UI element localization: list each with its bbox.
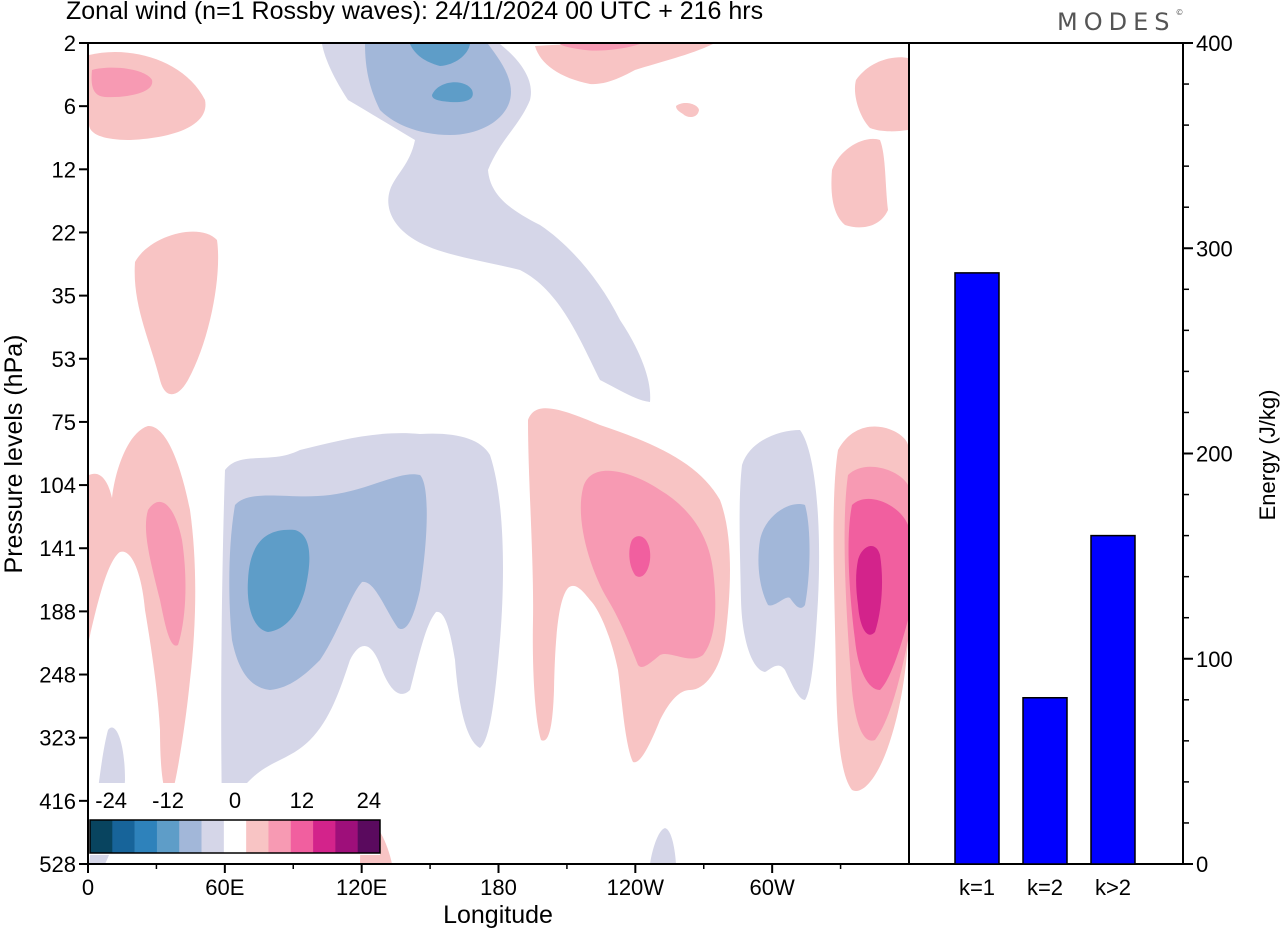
x-tick-label: 120W	[607, 875, 665, 900]
colorbar-swatch	[313, 820, 336, 853]
y-tick-label: 2	[64, 31, 76, 56]
energy-axis: 0 100 200 300 400	[1183, 31, 1233, 877]
colorbar-swatch	[268, 820, 292, 853]
logo-mark: ©	[1175, 8, 1184, 17]
colorbar-swatch	[134, 820, 158, 853]
contour-neg12	[432, 82, 473, 103]
energy-bars: k=1 k=2 k>2	[954, 272, 1136, 900]
contour-pos4	[831, 138, 888, 228]
contour-pos16	[856, 545, 883, 635]
wind-contours	[89, 42, 908, 864]
y-tick-label: 188	[39, 599, 76, 624]
contour-neg8	[758, 504, 810, 608]
colorbar-label: -24	[95, 788, 127, 813]
x-tick-label: 180	[480, 875, 517, 900]
contour-pos12	[629, 536, 651, 577]
energy-tick-label: 100	[1196, 647, 1233, 672]
y-tick-label: 141	[39, 536, 76, 561]
bar-category-label: k=1	[959, 875, 995, 900]
colorbar-swatch	[223, 820, 247, 853]
x-tick-label: 120E	[336, 875, 387, 900]
colorbar: -24 -12 0 12 24	[89, 783, 381, 855]
bar-category-label: k=2	[1027, 875, 1063, 900]
contour-neg4	[650, 828, 676, 864]
energy-axis-label: Energy (J/kg)	[1255, 390, 1280, 521]
energy-tick-label: 0	[1196, 852, 1208, 877]
y-tick-label: 528	[39, 852, 76, 877]
energy-tick-label: 400	[1196, 31, 1233, 56]
heatmap-axes: 0 60E 120E 180 120W 60W 2 6 12 22 35 53 75 104 141 188 2…	[39, 31, 842, 900]
contour-pos8	[91, 67, 153, 98]
contour-pos8	[145, 501, 186, 646]
y-tick-label: 53	[52, 347, 76, 372]
logo-text: MODES	[1057, 8, 1176, 36]
contour-neg12	[410, 44, 470, 66]
x-tick-label: 60E	[205, 875, 244, 900]
modes-logo: MODES©	[1057, 8, 1183, 36]
y-tick-label: 104	[39, 473, 76, 498]
chart-title: Zonal wind (n=1 Rossby waves): 24/11/202…	[66, 0, 764, 25]
colorbar-swatch	[246, 820, 269, 853]
colorbar-label: 12	[290, 788, 314, 813]
colorbar-swatch	[179, 820, 202, 853]
colorbar-swatch	[112, 820, 135, 853]
colorbar-swatch	[335, 820, 358, 853]
y-tick-label: 6	[64, 94, 76, 119]
x-axis-label: Longitude	[443, 901, 553, 929]
colorbar-swatch	[290, 820, 314, 853]
energy-bar	[1022, 696, 1068, 865]
x-tick-label: 60W	[750, 875, 795, 900]
contour-pos4	[134, 231, 219, 395]
contour-neg8	[229, 474, 427, 690]
colorbar-swatch	[156, 820, 180, 853]
y-tick-label: 248	[39, 663, 76, 688]
colorbar-label: -12	[152, 788, 184, 813]
colorbar-swatch	[201, 820, 225, 853]
y-axis-label: Pressure levels (hPa)	[0, 335, 28, 574]
contour-pos4	[854, 57, 908, 132]
colorbar-label: 0	[229, 788, 241, 813]
y-tick-label: 75	[52, 410, 76, 435]
contour-neg4	[322, 44, 651, 402]
y-tick-label: 323	[39, 726, 76, 751]
x-tick-label: 0	[82, 875, 94, 900]
contour-neg12	[247, 529, 310, 632]
bar-category-label: k>2	[1095, 875, 1131, 900]
colorbar-swatch	[90, 820, 113, 853]
y-tick-label: 12	[52, 157, 76, 182]
energy-tick-label: 300	[1196, 236, 1233, 261]
colorbar-outline	[89, 819, 381, 854]
colorbar-label: 24	[357, 788, 381, 813]
contour-pos8	[560, 44, 640, 51]
energy-bar	[954, 272, 1000, 865]
contour-pos8	[580, 470, 716, 667]
energy-bar	[1090, 534, 1136, 865]
colorbar-swatch	[357, 820, 381, 853]
y-tick-label: 416	[39, 789, 76, 814]
contour-pos4	[676, 103, 699, 118]
contour-pos4	[535, 42, 713, 85]
energy-tick-label: 200	[1196, 442, 1233, 467]
y-tick-label: 35	[52, 284, 76, 309]
y-tick-label: 22	[52, 220, 76, 245]
